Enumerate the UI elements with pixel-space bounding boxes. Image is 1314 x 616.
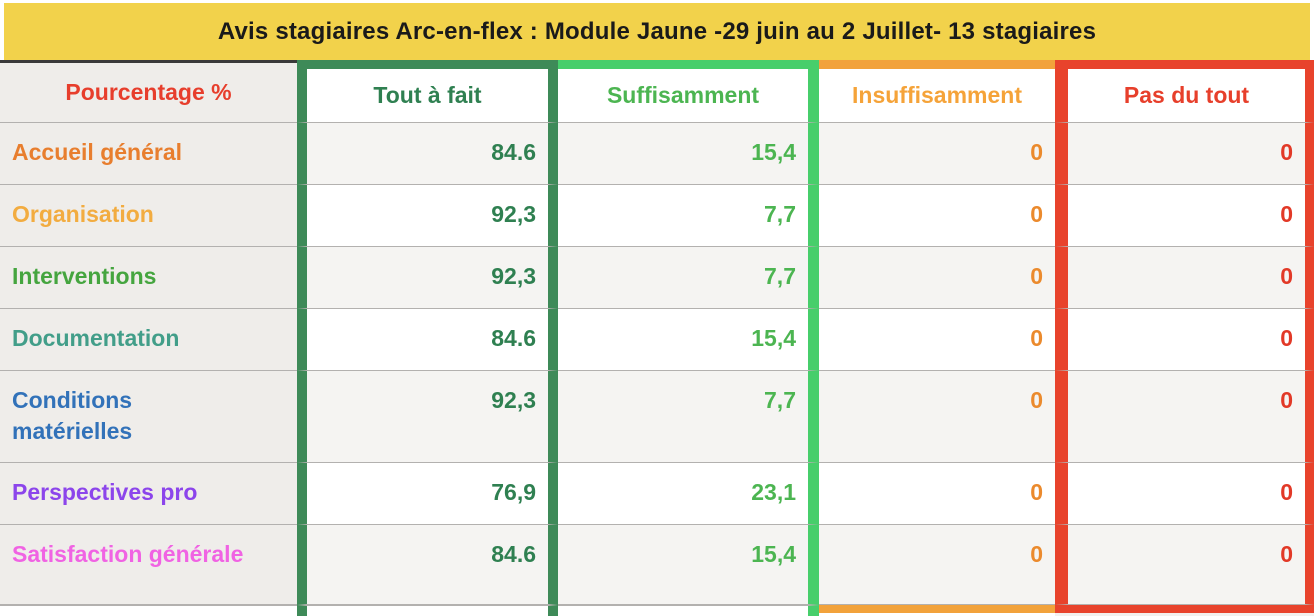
value-cell: 0 xyxy=(1055,247,1314,309)
value-cell: 0 xyxy=(819,247,1055,309)
value-cell: 0 xyxy=(1055,309,1314,371)
row-label-conditions-materielles: Conditions matérielles xyxy=(0,371,297,463)
value-cell: 0 xyxy=(819,123,1055,185)
value-cell: 0 xyxy=(1055,371,1314,463)
value-cell: 92,3 xyxy=(297,247,558,309)
value-cell: 0 xyxy=(819,185,1055,247)
value-cell: 92,3 xyxy=(297,371,558,463)
column-header-insuffisamment: Insuffisamment xyxy=(819,60,1055,123)
column-header-suffisamment: Suffisamment xyxy=(558,60,819,123)
table-bottom-edge xyxy=(297,605,558,616)
value-cell: 0 xyxy=(819,371,1055,463)
row-label-interventions: Interventions xyxy=(0,247,297,309)
table-bottom-edge xyxy=(558,605,819,616)
value-cell: 76,9 xyxy=(297,463,558,525)
value-cell: 15,4 xyxy=(558,123,819,185)
value-cell: 0 xyxy=(1055,185,1314,247)
row-label-documentation: Documentation xyxy=(0,309,297,371)
value-cell: 0 xyxy=(819,309,1055,371)
title-banner: Avis stagiaires Arc-en-flex : Module Jau… xyxy=(4,3,1310,60)
value-cell: 7,7 xyxy=(558,247,819,309)
value-cell: 84.6 xyxy=(297,123,558,185)
value-cell: 7,7 xyxy=(558,185,819,247)
column-header-tout-a-fait: Tout à fait xyxy=(297,60,558,123)
row-label-organisation: Organisation xyxy=(0,185,297,247)
table-bottom-edge-orange xyxy=(819,605,1055,616)
survey-results-table: Pourcentage % Tout à fait Suffisamment I… xyxy=(0,60,1314,616)
value-cell: 84.6 xyxy=(297,525,558,605)
value-cell: 0 xyxy=(1055,123,1314,185)
value-cell: 15,4 xyxy=(558,525,819,605)
value-cell: 7,7 xyxy=(558,371,819,463)
page-title: Avis stagiaires Arc-en-flex : Module Jau… xyxy=(217,17,1097,45)
column-header-pourcentage: Pourcentage % xyxy=(0,60,297,123)
value-cell: 15,4 xyxy=(558,309,819,371)
value-cell: 23,1 xyxy=(558,463,819,525)
row-label-satisfaction-generale: Satisfaction générale xyxy=(0,525,297,605)
column-header-pas-du-tout: Pas du tout xyxy=(1055,60,1314,123)
value-cell: 0 xyxy=(1055,463,1314,525)
row-label-accueil-general: Accueil général xyxy=(0,123,297,185)
row-label-perspectives-pro: Perspectives pro xyxy=(0,463,297,525)
value-cell: 0 xyxy=(1055,525,1314,605)
value-cell: 92,3 xyxy=(297,185,558,247)
value-cell: 0 xyxy=(819,525,1055,605)
table-bottom-edge-red xyxy=(1055,605,1314,616)
value-cell: 84.6 xyxy=(297,309,558,371)
value-cell: 0 xyxy=(819,463,1055,525)
table-bottom-edge xyxy=(0,605,297,616)
